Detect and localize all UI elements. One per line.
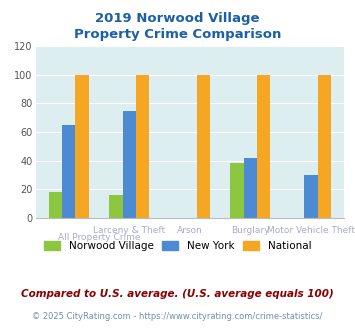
Text: Motor Vehicle Theft: Motor Vehicle Theft (267, 226, 355, 235)
Bar (257, 75, 271, 218)
Bar (244, 158, 257, 218)
Text: Compared to U.S. average. (U.S. average equals 100): Compared to U.S. average. (U.S. average … (21, 289, 334, 299)
Bar (49, 192, 62, 218)
Text: Larceny & Theft: Larceny & Theft (93, 226, 165, 235)
Text: 2019 Norwood Village
Property Crime Comparison: 2019 Norwood Village Property Crime Comp… (74, 12, 281, 41)
Legend: Norwood Village, New York, National: Norwood Village, New York, National (44, 241, 311, 251)
Bar (76, 75, 89, 218)
Bar (197, 75, 210, 218)
Bar (318, 75, 331, 218)
Bar (304, 175, 318, 218)
Bar (109, 195, 123, 218)
Bar (123, 111, 136, 218)
Text: All Property Crime: All Property Crime (58, 233, 140, 242)
Bar (230, 163, 244, 218)
Text: Arson: Arson (177, 226, 203, 235)
Bar (62, 125, 76, 218)
Bar (136, 75, 149, 218)
Text: Burglary: Burglary (231, 226, 270, 235)
Text: © 2025 CityRating.com - https://www.cityrating.com/crime-statistics/: © 2025 CityRating.com - https://www.city… (32, 312, 323, 321)
